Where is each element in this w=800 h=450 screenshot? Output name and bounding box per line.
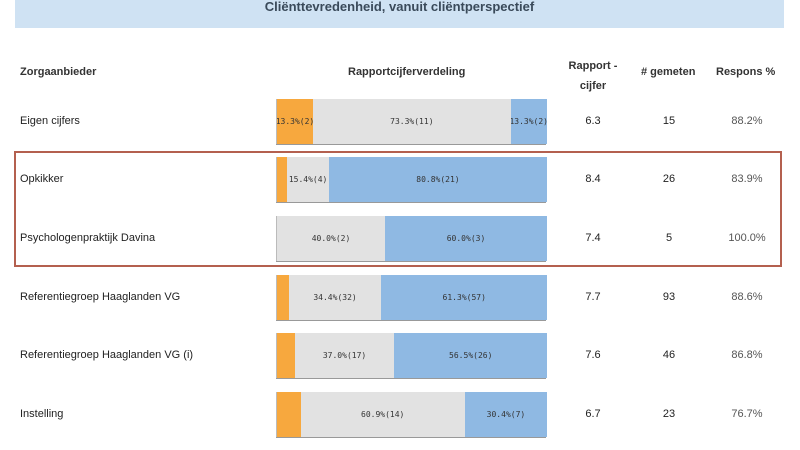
row-measured: 93 — [662, 291, 676, 303]
distribution-bar: 13.3%(2) 73.3%(11) 13.3%(2) — [276, 99, 547, 144]
row-grade: 8.4 — [585, 173, 601, 185]
header-distribution: Rapportcijferverdeling — [348, 66, 466, 78]
row-response: 88.6% — [731, 291, 763, 303]
report-banner: Cliënttevredenheid, vanuit cliëntperspec… — [15, 0, 784, 28]
header-measured: # gemeten — [641, 66, 696, 78]
segment-low — [277, 157, 288, 202]
row-grade: 7.4 — [585, 232, 601, 244]
bar-axis-line — [276, 144, 546, 145]
row-provider-name: Psychologenpraktijk Davina — [20, 232, 156, 244]
segment-low — [277, 333, 295, 378]
segment-low: 13.3%(2) — [277, 99, 313, 144]
row-provider-name: Instelling — [20, 408, 64, 420]
row-grade: 6.7 — [585, 408, 601, 420]
header-provider: Zorgaanbieder — [20, 66, 97, 78]
distribution-bar: 60.9%(14) 30.4%(7) — [276, 392, 547, 437]
segment-high: 30.4%(7) — [464, 392, 547, 437]
row-response: 100.0% — [728, 232, 766, 244]
header-grade-line1: Rapport - — [568, 60, 618, 72]
segment-mid: 15.4%(4) — [287, 157, 329, 202]
distribution-bar: 34.4%(32) 61.3%(57) — [276, 275, 547, 320]
row-provider-name: Referentiegroep Haaglanden VG (i) — [20, 349, 194, 361]
header-grade: Rapport - cijfer — [562, 56, 624, 96]
bar-axis-line — [276, 261, 546, 262]
header-grade-line2: cijfer — [579, 80, 607, 92]
row-response: 88.2% — [731, 115, 763, 127]
row-grade: 7.6 — [585, 349, 601, 361]
segment-high: 61.3%(57) — [381, 275, 547, 320]
segment-low — [277, 392, 301, 437]
row-grade: 6.3 — [585, 115, 601, 127]
segment-mid: 60.9%(14) — [300, 392, 465, 437]
row-measured: 15 — [662, 115, 676, 127]
row-measured: 26 — [662, 173, 676, 185]
segment-low — [277, 275, 289, 320]
banner-title: Cliënttevredenheid, vanuit cliëntperspec… — [264, 0, 535, 14]
bar-axis-line — [276, 320, 546, 321]
row-provider-name: Opkikker — [20, 173, 64, 185]
row-measured: 46 — [662, 349, 676, 361]
distribution-bar: 15.4%(4) 80.8%(21) — [276, 157, 547, 202]
segment-mid: 34.4%(32) — [288, 275, 382, 320]
segment-high: 60.0%(3) — [385, 216, 547, 261]
distribution-bar: 37.0%(17) 56.5%(26) — [276, 333, 547, 378]
row-measured: 5 — [665, 232, 673, 244]
bar-axis-line — [276, 437, 546, 438]
segment-high: 56.5%(26) — [394, 333, 547, 378]
row-provider-name: Eigen cijfers — [20, 115, 80, 127]
header-response: Respons % — [716, 66, 776, 78]
segment-mid: 73.3%(11) — [312, 99, 511, 144]
segment-mid: 37.0%(17) — [294, 333, 395, 378]
highlight-box — [14, 151, 782, 267]
row-response: 83.9% — [731, 173, 763, 185]
bar-axis-line — [276, 202, 546, 203]
segment-high: 80.8%(21) — [328, 157, 547, 202]
bar-axis-line — [276, 378, 546, 379]
row-response: 76.7% — [731, 408, 763, 420]
row-grade: 7.7 — [585, 291, 601, 303]
row-response: 86.8% — [731, 349, 763, 361]
row-provider-name: Referentiegroep Haaglanden VG — [20, 291, 181, 303]
segment-high: 13.3%(2) — [510, 99, 547, 144]
segment-mid: 40.0%(2) — [277, 216, 385, 261]
row-measured: 23 — [662, 408, 676, 420]
distribution-bar: 40.0%(2) 60.0%(3) — [276, 216, 547, 261]
